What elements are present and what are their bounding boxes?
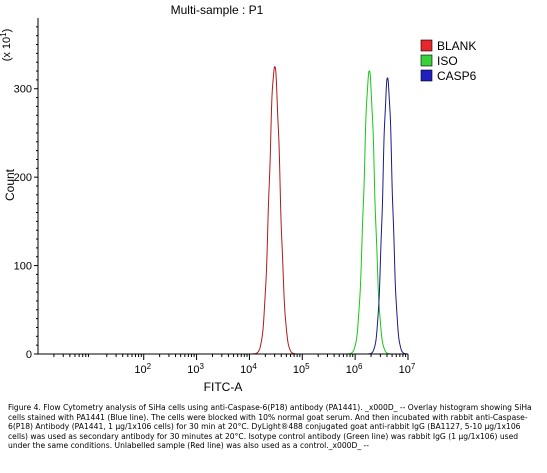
- legend-swatch-casp6: [420, 69, 433, 82]
- chart-title: Multi-sample : P1: [171, 3, 264, 17]
- legend-swatch-iso: [420, 54, 433, 67]
- legend-label-casp6: CASP6: [437, 69, 477, 83]
- y-tick-label: 100: [14, 261, 32, 273]
- legend-label-blank: BLANK: [437, 39, 476, 53]
- series-curve-casp6: [367, 77, 408, 355]
- y-axis-scale-note: (x 101): [0, 29, 13, 62]
- series-curve-blank: [252, 65, 297, 355]
- y-tick-label: 200: [14, 172, 32, 184]
- legend-label-iso: ISO: [437, 54, 458, 68]
- y-axis-label: Count: [3, 168, 17, 201]
- figure-caption: Figure 4. Flow Cytometry analysis of SiH…: [8, 403, 532, 451]
- x-tick-label: 104: [240, 362, 257, 377]
- y-tick-label: 0: [26, 349, 32, 361]
- x-tick-label: 106: [346, 362, 363, 377]
- flow-cytometry-chart: Multi-sample : P1 (x 101) Count FITC-A 0…: [0, 3, 477, 394]
- histogram-series: [252, 65, 408, 355]
- x-tick-label: 107: [399, 362, 416, 377]
- axes: 0 100 200 300 102 103 104 105 106 107: [14, 18, 416, 376]
- x-tick-label: 102: [134, 362, 151, 377]
- series-curve-iso: [347, 70, 392, 355]
- x-tick-label: 105: [293, 362, 310, 377]
- legend-swatch-blank: [420, 39, 433, 52]
- x-axis-label: FITC-A: [204, 380, 243, 394]
- x-tick-label: 103: [187, 362, 204, 377]
- y-tick-label: 300: [14, 84, 32, 96]
